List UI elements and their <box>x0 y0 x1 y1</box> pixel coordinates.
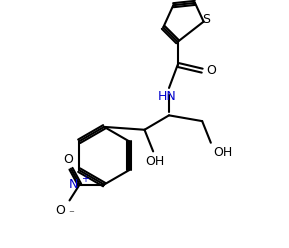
Text: OH: OH <box>214 146 233 159</box>
Text: O: O <box>63 153 73 166</box>
Text: ⁻: ⁻ <box>68 209 74 219</box>
Text: N: N <box>69 178 78 191</box>
Text: OH: OH <box>145 155 164 168</box>
Text: O: O <box>207 64 216 77</box>
Text: HN: HN <box>158 90 177 103</box>
Text: O: O <box>55 204 65 217</box>
Text: S: S <box>202 13 210 26</box>
Text: +: + <box>81 174 89 184</box>
